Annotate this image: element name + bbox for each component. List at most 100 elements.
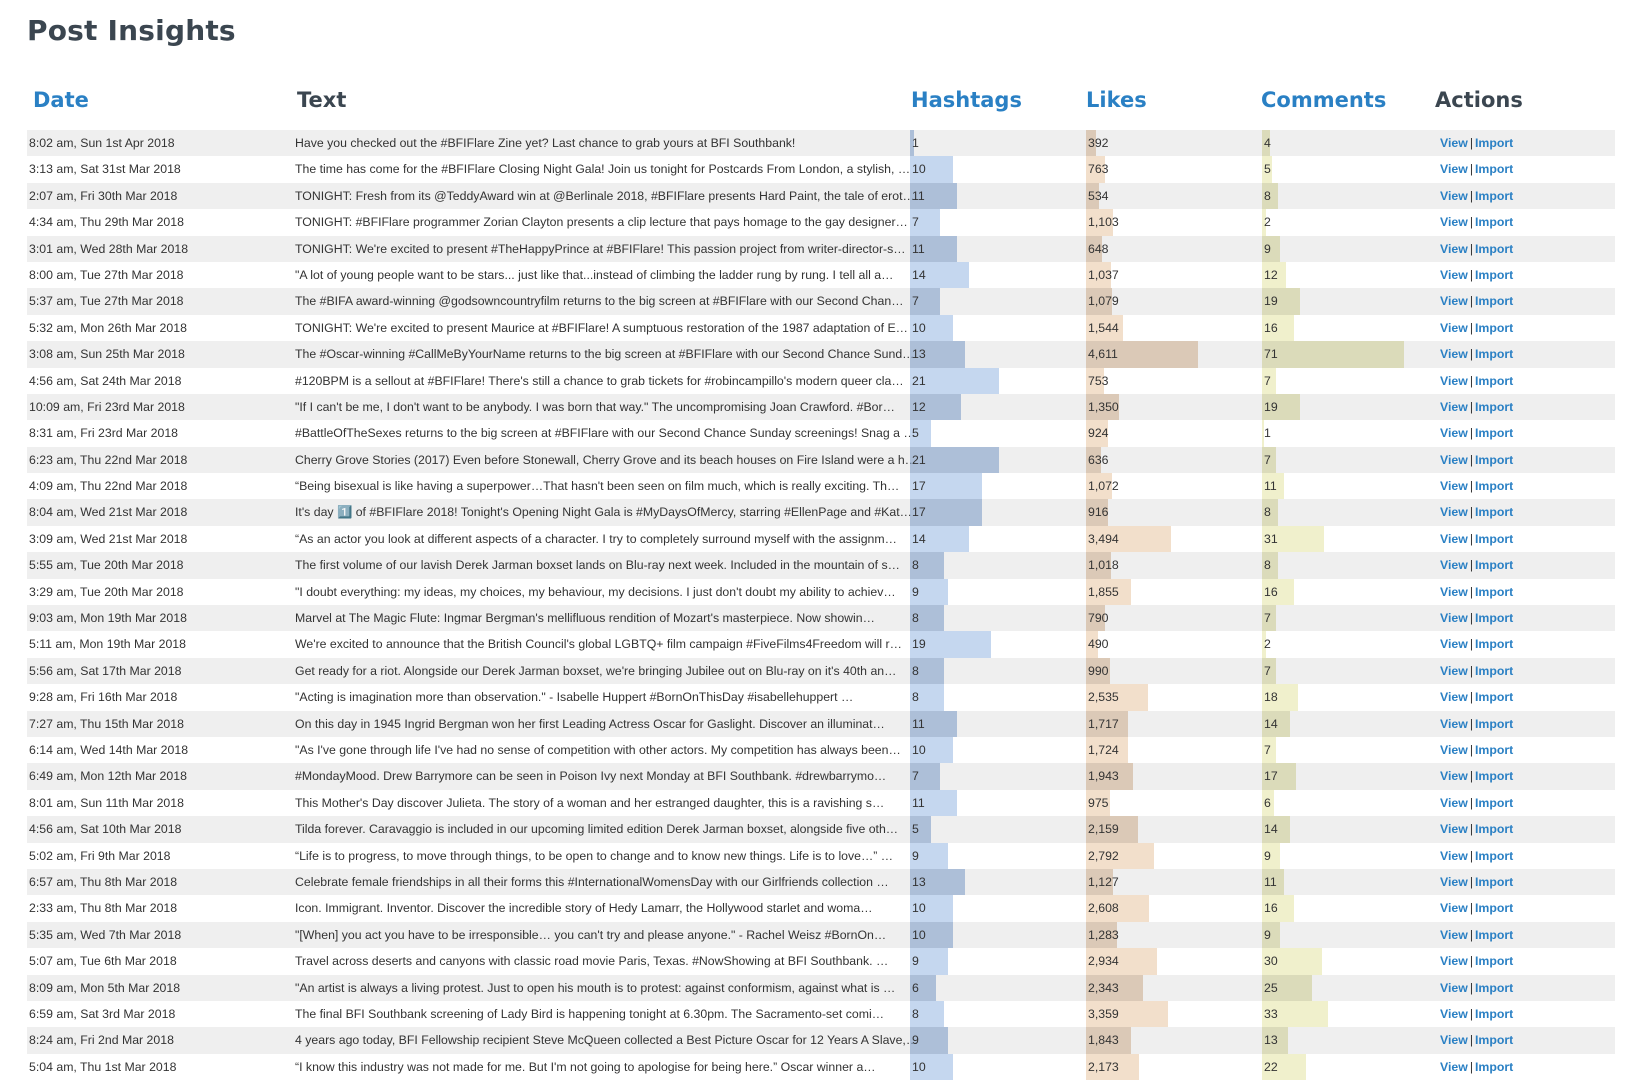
post-date: 8:02 am, Sun 1st Apr 2018 [29,136,175,150]
view-link[interactable]: View [1440,848,1468,863]
view-link[interactable]: View [1440,822,1468,837]
import-link[interactable]: Import [1475,1006,1514,1021]
import-link[interactable]: Import [1475,531,1514,546]
import-link[interactable]: Import [1475,479,1514,494]
view-link[interactable]: View [1440,162,1468,177]
view-link[interactable]: View [1440,901,1468,916]
view-link[interactable]: View [1440,584,1468,599]
import-link[interactable]: Import [1475,241,1514,256]
view-link[interactable]: View [1440,954,1468,969]
view-link[interactable]: View [1440,267,1468,282]
comments-bar [1262,736,1276,764]
view-link[interactable]: View [1440,479,1468,494]
comments-value: 16 [1264,320,1278,335]
likes-bar [1086,420,1108,447]
view-link[interactable]: View [1440,399,1468,414]
view-link[interactable]: View [1440,874,1468,889]
column-header-comments[interactable]: Comments [1261,88,1387,112]
column-header-likes[interactable]: Likes [1086,88,1147,112]
import-link[interactable]: Import [1475,452,1514,467]
action-separator: | [1469,162,1474,177]
view-link[interactable]: View [1440,320,1468,335]
import-link[interactable]: Import [1475,901,1514,916]
import-link[interactable]: Import [1475,848,1514,863]
import-link[interactable]: Import [1475,663,1514,678]
import-link[interactable]: Import [1475,874,1514,889]
view-link[interactable]: View [1440,611,1468,626]
import-link[interactable]: Import [1475,637,1514,652]
view-link[interactable]: View [1440,1033,1468,1048]
view-link[interactable]: View [1440,1006,1468,1021]
view-link[interactable]: View [1440,531,1468,546]
hashtags-bar [910,182,957,210]
view-link[interactable]: View [1440,136,1468,150]
import-link[interactable]: Import [1475,795,1514,810]
import-link[interactable]: Import [1475,742,1514,757]
view-link[interactable]: View [1440,1059,1468,1074]
hashtags-cell: 21 [910,446,1080,474]
import-link[interactable]: Import [1475,980,1514,995]
import-link[interactable]: Import [1475,558,1514,573]
import-link[interactable]: Import [1475,1059,1514,1074]
view-link[interactable]: View [1440,663,1468,678]
import-link[interactable]: Import [1475,373,1514,388]
import-link[interactable]: Import [1475,188,1514,203]
view-link[interactable]: View [1440,505,1468,520]
view-link[interactable]: View [1440,452,1468,467]
post-date: 3:13 am, Sat 31st Mar 2018 [29,162,181,177]
likes-bar [1086,948,1157,975]
import-link[interactable]: Import [1475,215,1514,230]
import-link[interactable]: Import [1475,347,1514,362]
view-link[interactable]: View [1440,294,1468,309]
post-text: "I doubt everything: my ideas, my choice… [295,584,896,599]
import-link[interactable]: Import [1475,399,1514,414]
import-link[interactable]: Import [1475,294,1514,309]
comments-bar [1262,261,1286,289]
import-link[interactable]: Import [1475,267,1514,282]
view-link[interactable]: View [1440,927,1468,942]
comments-bar [1262,710,1290,737]
import-link[interactable]: Import [1475,716,1514,731]
view-link[interactable]: View [1440,347,1468,362]
row-actions: View | Import [1440,658,1610,684]
view-link[interactable]: View [1440,690,1468,705]
row-actions: View | Import [1440,552,1610,578]
likes-value: 1,843 [1088,1033,1119,1048]
import-link[interactable]: Import [1475,584,1514,599]
import-link[interactable]: Import [1475,822,1514,837]
view-link[interactable]: View [1440,742,1468,757]
likes-value: 753 [1088,373,1109,388]
hashtags-cell: 7 [910,209,1080,236]
view-link[interactable]: View [1440,426,1468,441]
view-link[interactable]: View [1440,215,1468,230]
view-link[interactable]: View [1440,716,1468,731]
post-text: We're excited to announce that the Briti… [295,637,902,652]
view-link[interactable]: View [1440,637,1468,652]
view-link[interactable]: View [1440,188,1468,203]
hashtags-value: 21 [912,452,926,467]
view-link[interactable]: View [1440,373,1468,388]
likes-cell: 1,724 [1086,736,1256,764]
view-link[interactable]: View [1440,558,1468,573]
import-link[interactable]: Import [1475,426,1514,441]
import-link[interactable]: Import [1475,162,1514,177]
view-link[interactable]: View [1440,980,1468,995]
view-link[interactable]: View [1440,241,1468,256]
column-header-hashtags[interactable]: Hashtags [911,88,1022,112]
view-link[interactable]: View [1440,769,1468,784]
import-link[interactable]: Import [1475,505,1514,520]
comments-bar [1262,393,1300,421]
view-link[interactable]: View [1440,795,1468,810]
import-link[interactable]: Import [1475,611,1514,626]
likes-bar [1086,314,1123,342]
import-link[interactable]: Import [1475,690,1514,705]
import-link[interactable]: Import [1475,1033,1514,1048]
import-link[interactable]: Import [1475,927,1514,942]
import-link[interactable]: Import [1475,954,1514,969]
import-link[interactable]: Import [1475,320,1514,335]
import-link[interactable]: Import [1475,136,1514,150]
hashtags-cell: 7 [910,288,1080,315]
row-actions: View | Import [1440,236,1610,262]
import-link[interactable]: Import [1475,769,1514,784]
column-header-date[interactable]: Date [33,88,89,112]
